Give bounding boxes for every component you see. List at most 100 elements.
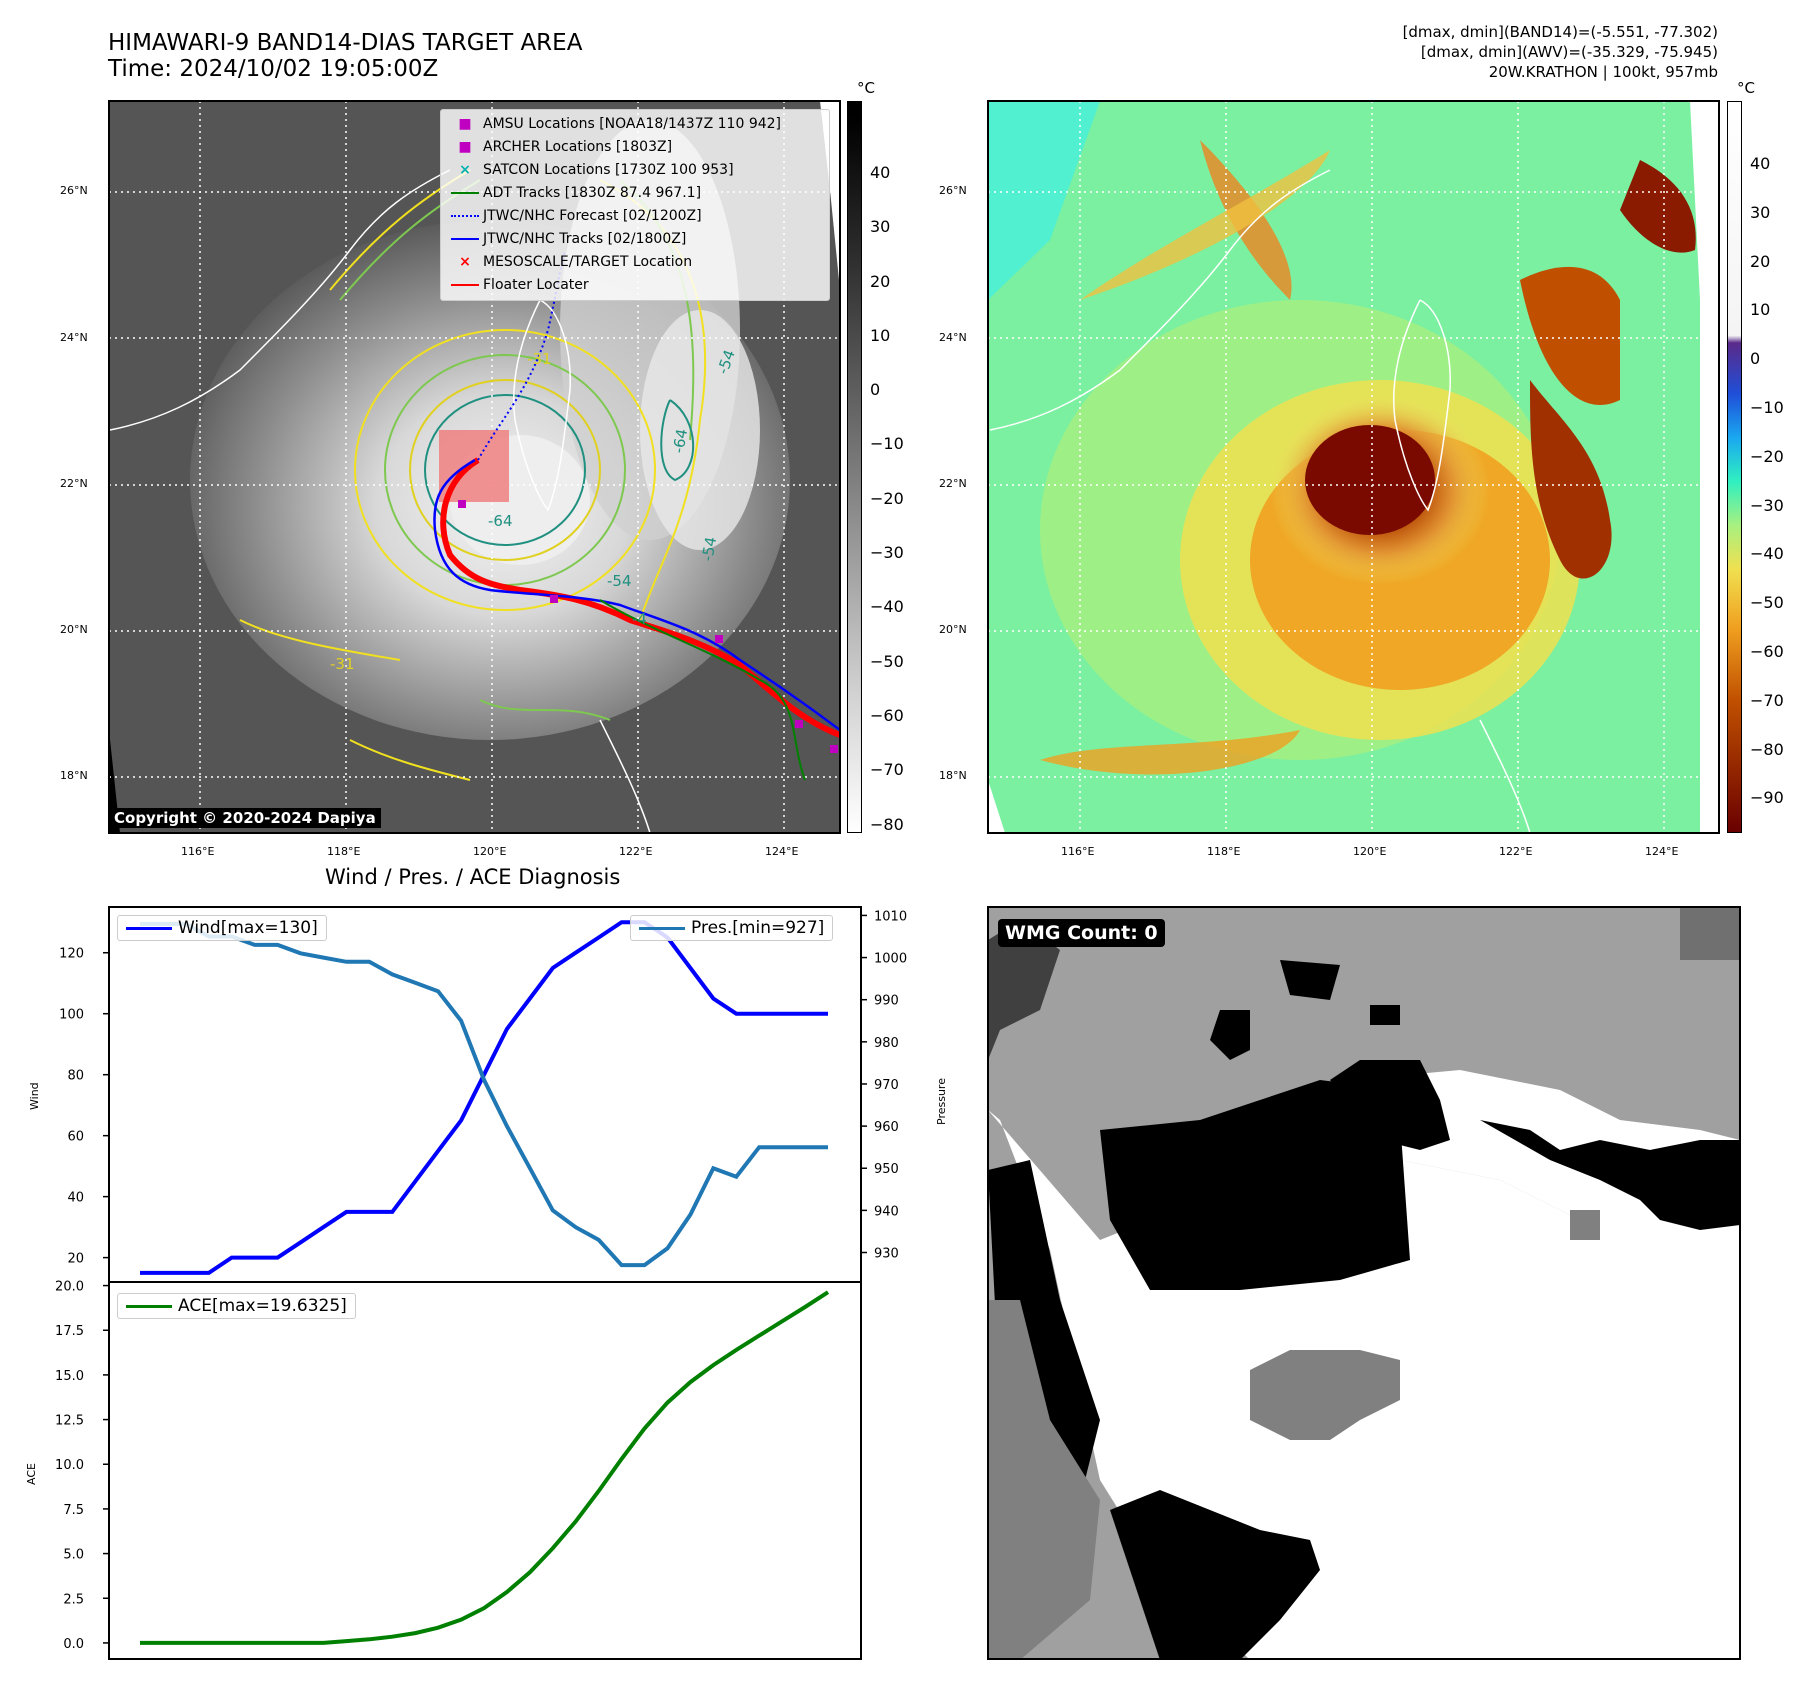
cb-tick: 10 — [870, 325, 891, 345]
cb-tick: 20 — [1750, 251, 1771, 271]
gray-colorbar-unit: °C — [857, 79, 875, 97]
wind-y-ticks: 20 40 60 80 100 120 — [59, 947, 109, 1267]
awv-map-panel — [988, 101, 1719, 833]
legend-forecast: JTWC/NHC Forecast [02/1200Z] — [447, 205, 823, 228]
legend-adt: ADT Tracks [1830Z 87.4 967.1] — [447, 182, 823, 205]
ace-tick-label: 0.0 — [63, 1637, 84, 1652]
cb-tick: −40 — [1750, 544, 1784, 564]
gray-colorbar — [847, 101, 862, 833]
wind-legend: Wind[max=130] — [117, 915, 327, 941]
line-marker-icon — [447, 274, 483, 297]
lat-label: 20°N — [60, 623, 88, 636]
cb-tick: 40 — [1750, 154, 1771, 173]
pressure-tick-label: 950 — [874, 1162, 899, 1177]
gray-colorbar-ticks: 40 30 20 10 0 −10 −20 −30 −40 −50 −60 −7… — [870, 146, 904, 852]
ace-legend: ACE[max=19.6325] — [117, 1293, 356, 1319]
contour-label: -64 — [488, 512, 513, 530]
cb-tick: 40 — [870, 163, 891, 182]
wind-series — [140, 920, 828, 1275]
cb-tick: −20 — [870, 488, 904, 508]
lat-label: 24°N — [939, 331, 967, 344]
wind-tick-label: 120 — [59, 947, 84, 962]
pressure-legend: Pres.[min=927] — [630, 915, 834, 941]
lat-label: 18°N — [939, 769, 967, 782]
cb-tick: −60 — [870, 705, 904, 725]
line-dot-icon — [447, 228, 483, 251]
wind-tick-label: 100 — [59, 1008, 84, 1023]
lon-label: 118°E — [327, 845, 361, 858]
lat-label: 22°N — [939, 477, 967, 490]
pressure-y-ticks: 930 940 950 960 970 980 990 1000 1010 — [861, 909, 907, 1262]
cb-tick: −70 — [1750, 690, 1784, 710]
info-band14: [dmax, dmin](BAND14)=(-5.551, -77.302) — [1402, 23, 1718, 41]
pressure-tick-label: 960 — [874, 1120, 899, 1135]
cb-tick: −50 — [1750, 593, 1784, 613]
ace-tick-label: 5.0 — [63, 1548, 84, 1563]
square-marker-icon: ■ — [458, 139, 472, 155]
wind-tick-label: 40 — [67, 1191, 84, 1206]
wind-tick-label: 60 — [67, 1130, 84, 1145]
adt-track — [599, 599, 806, 781]
lat-label: 26°N — [939, 184, 967, 197]
lon-label: 124°E — [765, 845, 799, 858]
lat-label: 22°N — [60, 477, 88, 490]
x-marker-icon: × — [459, 162, 471, 178]
cb-tick: −10 — [870, 434, 904, 454]
ace-tick-label: 7.5 — [63, 1503, 84, 1518]
copyright-label: Copyright © 2020-2024 Dapiya — [109, 808, 381, 828]
contour-label: -31 — [330, 655, 355, 673]
lon-label: 122°E — [1499, 845, 1533, 858]
jtwc-forecast — [477, 249, 566, 461]
line-marker-icon — [639, 926, 685, 930]
wind-pres-frame — [108, 906, 862, 1283]
cb-tick: 0 — [870, 380, 881, 400]
line-marker-icon — [126, 1304, 172, 1308]
cb-tick: −80 — [870, 814, 904, 834]
cb-tick: 10 — [1750, 300, 1771, 320]
cb-tick: −30 — [1750, 495, 1784, 515]
lon-label: 122°E — [619, 845, 653, 858]
legend-amsu: ■ AMSU Locations [NOAA18/1437Z 110 942] — [447, 113, 823, 136]
square-marker-icon: ■ — [458, 116, 472, 132]
pressure-tick-label: 1000 — [874, 952, 907, 967]
cb-tick: −70 — [870, 760, 904, 780]
x-marker-icon: × — [459, 254, 471, 270]
wind-tick-label: 20 — [67, 1252, 84, 1267]
lat-label: 24°N — [60, 331, 88, 344]
lat-label: 20°N — [939, 623, 967, 636]
cb-tick: −20 — [1750, 446, 1784, 466]
cb-tick: −90 — [1750, 788, 1784, 808]
title-time: Time: 2024/10/02 19:05:00Z — [108, 56, 439, 82]
awv-colorbar — [1727, 101, 1742, 833]
lon-label: 116°E — [1061, 845, 1095, 858]
ace-y-ticks: 0.0 2.5 5.0 7.5 10.0 12.5 15.0 17.5 20.0 — [55, 1280, 109, 1652]
awv-map-frame — [987, 100, 1720, 834]
lon-label: 120°E — [473, 845, 507, 858]
cb-tick: −10 — [1750, 397, 1784, 417]
legend-floater: Floater Locater — [447, 274, 823, 297]
lon-label: 118°E — [1207, 845, 1241, 858]
awv-colorbar-unit: °C — [1737, 79, 1755, 97]
pressure-tick-label: 980 — [874, 1036, 899, 1051]
lon-label: 120°E — [1353, 845, 1387, 858]
info-storm: 20W.KRATHON | 100kt, 957mb — [1488, 63, 1718, 81]
lat-label: 26°N — [60, 184, 88, 197]
ace-tick-label: 20.0 — [55, 1280, 84, 1295]
lat-label: 18°N — [60, 769, 88, 782]
info-awv: [dmax, dmin](AWV)=(-35.329, -75.945) — [1420, 43, 1718, 61]
legend-jtwc: JTWC/NHC Tracks [02/1800Z] — [447, 228, 823, 251]
legend-mesoscale: × MESOSCALE/TARGET Location — [447, 251, 823, 274]
ace-tick-label: 15.0 — [55, 1369, 84, 1384]
cb-tick: −80 — [1750, 739, 1784, 759]
pressure-tick-label: 1010 — [874, 909, 907, 924]
cb-tick: −30 — [870, 543, 904, 563]
dmax-dmin-info: [dmax, dmin](BAND14)=(-5.551, -77.302) [… — [1403, 22, 1718, 82]
cb-tick: 30 — [1750, 202, 1771, 222]
wmg-count-label: WMG Count: 0 — [998, 919, 1165, 947]
pressure-tick-label: 970 — [874, 1078, 899, 1093]
awv-colorbar-ticks: 40 30 20 10 0 −10 −20 −30 −40 −50 −60 −7… — [1750, 140, 1784, 823]
pressure-tick-label: 940 — [874, 1204, 899, 1219]
wmg-frame — [987, 906, 1741, 1660]
cb-tick: 30 — [870, 217, 891, 237]
